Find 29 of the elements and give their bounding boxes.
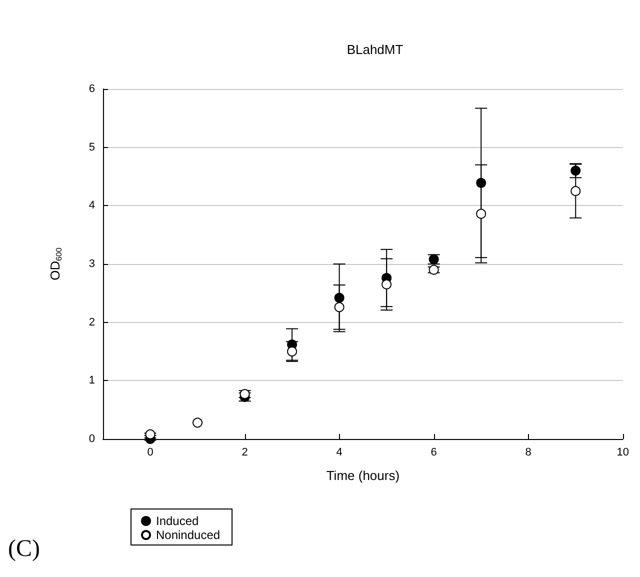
x-axis-title: Time (hours) — [326, 468, 400, 483]
y-tick-label: 5 — [88, 141, 95, 154]
point — [382, 279, 392, 290]
point — [570, 166, 581, 176]
y-tick-label: 4 — [88, 200, 95, 212]
chart-title: BLahdMT — [346, 42, 404, 57]
x-tick-label: 2 — [242, 446, 248, 458]
legend-label: Induced — [156, 514, 199, 528]
point — [476, 208, 486, 219]
x-tick-label: 0 — [147, 446, 154, 458]
point — [287, 346, 298, 356]
y-tick-label: 2 — [88, 316, 95, 328]
legend-label: Noninduced — [156, 528, 220, 542]
point — [192, 418, 203, 428]
point — [476, 178, 486, 188]
text: (C) — [8, 536, 40, 562]
x-tick-label: 10 — [616, 446, 630, 458]
y-tick-label: 3 — [88, 258, 95, 270]
y-tick-label: 6 — [88, 83, 95, 95]
x-tick-label: 6 — [430, 446, 437, 458]
x-tick-label: 4 — [336, 446, 342, 458]
point — [334, 302, 344, 312]
point — [570, 186, 581, 196]
point — [145, 429, 156, 440]
y-axis-title: OD600 — [48, 247, 64, 280]
x-tick-label: 8 — [525, 446, 532, 458]
y-tick-label: 0 — [88, 433, 95, 445]
y-tick-label: 1 — [88, 374, 95, 387]
point — [334, 292, 344, 303]
